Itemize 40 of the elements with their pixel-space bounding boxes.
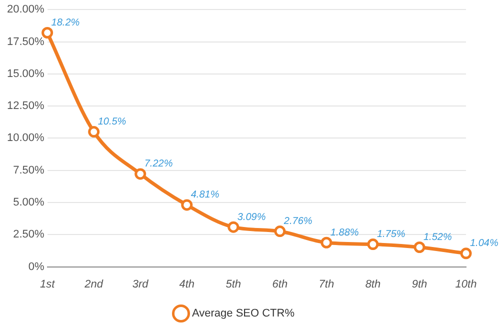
point <box>414 242 426 254</box>
x-tick-label: 4th <box>179 278 195 290</box>
point <box>274 226 286 238</box>
x-tick-label: 5th <box>226 278 242 290</box>
y-tick-label: 10.00% <box>6 132 45 144</box>
point <box>134 168 146 180</box>
point <box>181 199 193 211</box>
data-label: 1.75% <box>376 229 406 240</box>
x-tick-label: 8th <box>365 278 381 290</box>
data-label: 7.22% <box>144 158 173 170</box>
x-tick-label: 2nd <box>84 278 104 290</box>
data-label: 3.09% <box>237 212 266 223</box>
x-tick-label: 6th <box>272 278 288 290</box>
point <box>320 236 332 248</box>
y-tick-label: 15.00% <box>6 68 45 80</box>
x-tick-label: 7th <box>318 278 334 290</box>
y-tick-label: 0% <box>28 260 45 273</box>
point <box>88 126 100 138</box>
data-label: 10.5% <box>98 116 126 128</box>
point <box>42 27 54 38</box>
data-label: 1.88% <box>330 227 359 238</box>
data-label: 1.52% <box>423 232 452 244</box>
x-tick-label: 9th <box>412 278 428 290</box>
x-tick-label: 1st <box>40 278 56 290</box>
point <box>367 238 379 250</box>
x-tick-label: 10th <box>455 278 477 290</box>
y-tick-label: 17.50% <box>6 36 45 48</box>
y-tick-label: 12.50% <box>6 100 45 112</box>
y-tick-label: 7.50% <box>13 164 45 176</box>
x-tick-label: 3rd <box>132 278 150 290</box>
y-tick-label: 20.00% <box>6 4 45 16</box>
data-label: 2.76% <box>282 216 312 228</box>
point <box>228 221 240 233</box>
point <box>460 248 472 260</box>
data-label: 4.81% <box>190 190 220 201</box>
data-label: 18.2% <box>51 18 80 29</box>
y-tick-label: 2.50% <box>13 228 45 241</box>
legend-label: Average SEO CTR% <box>192 308 295 320</box>
y-tick-label: 5.00% <box>13 196 45 209</box>
data-label: 1.04% <box>470 238 498 250</box>
